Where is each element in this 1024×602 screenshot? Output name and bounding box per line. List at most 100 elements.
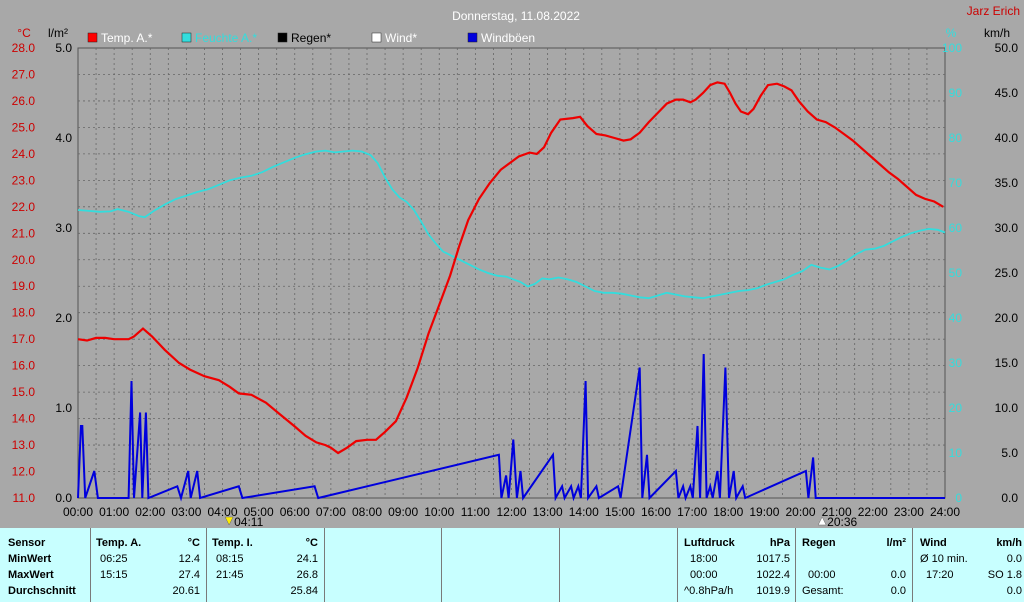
time-tick-label: 09:00 (388, 505, 418, 519)
wind-tick-label: 40.0 (995, 131, 1019, 145)
time-tick-label: 19:00 (749, 505, 779, 519)
temp-i-min-value: 24.1 (296, 553, 318, 565)
temp-tick-label: 22.0 (12, 200, 36, 214)
time-tick-label: 17:00 (677, 505, 707, 519)
legend-swatch (87, 32, 98, 43)
rain-axis-unit: l/m² (48, 26, 68, 40)
temp-i-avg-value: 25.84 (290, 585, 318, 597)
time-tick-label: 10:00 (424, 505, 454, 519)
temp-tick-label: 26.0 (12, 94, 36, 108)
pressure-avg-value: 1019.9 (756, 585, 790, 597)
rain-max-time: 00:00 (808, 569, 836, 581)
temp-tick-label: 24.0 (12, 147, 36, 161)
row-label-max: MaxWert (8, 569, 54, 581)
wind-tick-label: 35.0 (995, 176, 1019, 190)
temp-i-header: Temp. I. (212, 537, 253, 549)
temp-i-min-time: 08:15 (216, 553, 244, 565)
rain-total-label: Gesamt: (802, 585, 844, 597)
wind-tick-label: 10.0 (995, 401, 1019, 415)
wind-tick-label: 50.0 (995, 41, 1019, 55)
legend-swatch (371, 32, 382, 43)
temp-tick-label: 19.0 (12, 279, 36, 293)
humidity-tick-label: 30 (949, 356, 963, 370)
time-tick-label: 05:00 (244, 505, 274, 519)
col-divider (441, 528, 442, 602)
temp-tick-label: 15.0 (12, 385, 36, 399)
humidity-tick-label: 80 (949, 131, 963, 145)
temp-a-min-value: 12.4 (178, 553, 200, 565)
col-divider (324, 528, 325, 602)
time-tick-label: 01:00 (99, 505, 129, 519)
humidity-tick-label: 60 (949, 221, 963, 235)
temp-i-max-value: 26.8 (296, 569, 318, 581)
pressure-max-time: 00:00 (690, 569, 718, 581)
pressure-min-time: 18:00 (690, 553, 718, 565)
temp-a-header: Temp. A. (96, 537, 142, 549)
col-divider (677, 528, 678, 602)
temp-a-min-time: 06:25 (100, 553, 128, 565)
wind-tick-label: 20.0 (995, 311, 1019, 325)
rain-unit: l/m² (886, 537, 906, 549)
stats-table: Sensor MinWert MaxWert Durchschnitt Temp… (0, 528, 1024, 602)
wind-max-value: SO 1.8 (987, 569, 1022, 581)
rain-max-value: 0.0 (890, 569, 906, 581)
time-tick-label: 15:00 (605, 505, 635, 519)
rain-header: Regen (802, 537, 836, 549)
pressure-unit: hPa (769, 537, 790, 549)
time-tick-label: 11:00 (461, 505, 490, 519)
legend-label: Windböen (481, 31, 535, 45)
temp-tick-label: 11.0 (13, 491, 36, 505)
rain-total-value: 0.0 (890, 585, 906, 597)
time-tick-label: 13:00 (533, 505, 563, 519)
pressure-max-value: 1022.4 (756, 569, 790, 581)
temp-a-max-time: 15:15 (100, 569, 128, 581)
time-tick-label: 00:00 (63, 505, 93, 519)
legend-label: Regen* (291, 31, 331, 45)
rain-tick-label: 2.0 (55, 311, 72, 325)
time-tick-label: 08:00 (352, 505, 382, 519)
wind-header: Wind (920, 537, 947, 549)
wind-tick-label: 45.0 (995, 86, 1019, 100)
legend-swatch (181, 32, 192, 43)
temp-tick-label: 28.0 (12, 41, 36, 55)
time-tick-label: 24:00 (930, 505, 960, 519)
legend-label: Feuchte A.* (195, 31, 257, 45)
temp-a-max-value: 27.4 (178, 569, 200, 581)
humidity-tick-label: 90 (949, 86, 963, 100)
pressure-trend: ^0.8hPa/h (684, 585, 734, 597)
time-tick-label: 18:00 (713, 505, 743, 519)
wind-day-avg-value: 0.0 (1006, 585, 1022, 597)
temp-axis-unit: °C (17, 26, 31, 40)
series-humidity (77, 149, 946, 300)
temp-tick-label: 17.0 (12, 332, 36, 346)
sunrise-icon (224, 516, 234, 526)
wind-tick-label: 30.0 (995, 221, 1019, 235)
wind-tick-label: 0.0 (1001, 491, 1018, 505)
temp-tick-label: 16.0 (12, 359, 36, 373)
time-tick-label: 06:00 (280, 505, 310, 519)
temp-tick-label: 20.0 (12, 253, 36, 267)
rain-tick-label: 5.0 (55, 41, 72, 55)
pressure-header: Luftdruck (684, 537, 735, 549)
humidity-axis-unit: % (946, 26, 957, 40)
temp-tick-label: 25.0 (12, 120, 36, 134)
time-tick-label: 07:00 (316, 505, 346, 519)
humidity-tick-label: 50 (949, 266, 963, 280)
author-label: Jarz Erich (967, 4, 1020, 18)
wind-tick-label: 25.0 (995, 266, 1019, 280)
time-tick-label: 03:00 (171, 505, 201, 519)
col-divider (559, 528, 560, 602)
chart-title: Donnerstag, 11.08.2022 (452, 9, 580, 23)
col-divider (912, 528, 913, 602)
time-tick-label: 21:00 (822, 505, 852, 519)
time-tick-label: 20:00 (785, 505, 815, 519)
legend-swatch (467, 32, 478, 43)
legend-label: Temp. A.* (101, 31, 153, 45)
time-tick-label: 02:00 (135, 505, 165, 519)
sunrise-time: 04:11 (234, 515, 263, 528)
wind-avg-label: Ø 10 min. (920, 553, 968, 565)
humidity-tick-label: 100 (942, 41, 962, 55)
temp-tick-label: 23.0 (12, 173, 36, 187)
time-tick-label: 14:00 (569, 505, 599, 519)
temp-tick-label: 21.0 (12, 226, 36, 240)
